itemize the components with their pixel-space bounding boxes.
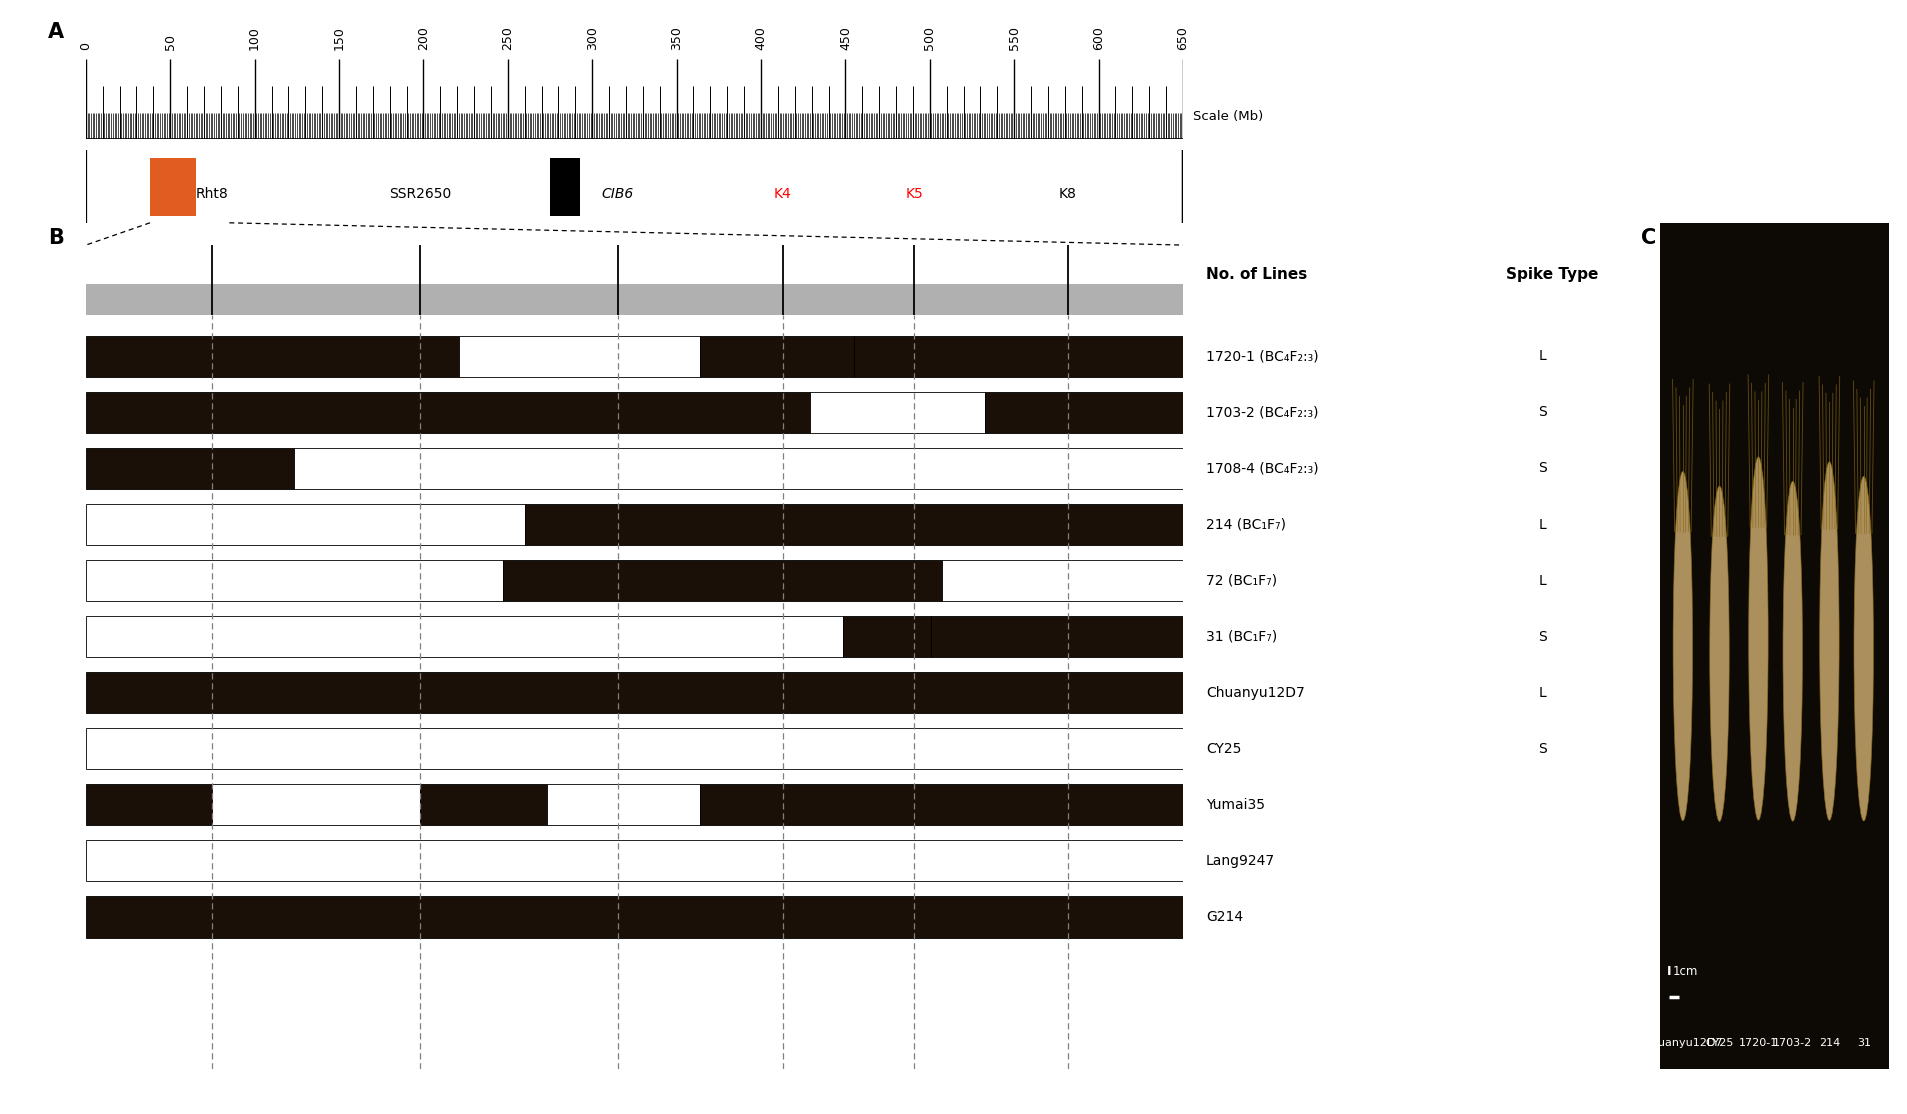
Ellipse shape	[1672, 471, 1692, 821]
Text: S: S	[1537, 461, 1547, 476]
Text: 0: 0	[80, 42, 92, 50]
Bar	[942, 560, 1182, 602]
Bar	[86, 392, 810, 433]
Text: Chuanyu12D7: Chuanyu12D7	[1205, 686, 1304, 700]
Text: A: A	[48, 22, 63, 42]
Bar	[86, 672, 1182, 713]
Text: 450: 450	[839, 27, 851, 50]
Text: L: L	[1537, 350, 1545, 363]
Bar	[549, 157, 580, 215]
FancyBboxPatch shape	[86, 13, 1182, 360]
Text: 500: 500	[923, 26, 936, 50]
Text: CY25: CY25	[1205, 742, 1241, 755]
Bar	[843, 616, 931, 657]
Text: 72 (BC₁F₇): 72 (BC₁F₇)	[1205, 574, 1276, 587]
Bar	[86, 335, 460, 377]
Bar	[854, 335, 1182, 377]
Bar	[86, 504, 524, 545]
Bar	[984, 392, 1182, 433]
Text: Yumai35: Yumai35	[1205, 798, 1264, 812]
Text: 50: 50	[164, 35, 177, 50]
Ellipse shape	[1854, 477, 1873, 821]
Text: 214: 214	[1817, 1038, 1838, 1048]
Bar	[294, 448, 1182, 489]
Bar	[151, 157, 196, 215]
Bar	[86, 784, 212, 825]
Text: 1703-2: 1703-2	[1772, 1038, 1812, 1048]
Text: C: C	[1640, 228, 1655, 248]
Ellipse shape	[1709, 486, 1728, 821]
Text: 600: 600	[1091, 27, 1104, 50]
Text: No. of Lines: No. of Lines	[1205, 267, 1306, 282]
Text: 214 (BC₁F₇): 214 (BC₁F₇)	[1205, 518, 1285, 531]
Text: S: S	[1537, 405, 1547, 420]
Text: SSR2650: SSR2650	[389, 187, 452, 202]
Text: 550: 550	[1007, 26, 1020, 50]
Text: 1703-2 (BC₄F₂:₃): 1703-2 (BC₄F₂:₃)	[1205, 405, 1318, 420]
Bar	[700, 784, 1182, 825]
Text: B: B	[48, 228, 63, 248]
Text: 31: 31	[1856, 1038, 1869, 1048]
Bar	[86, 897, 1182, 938]
Ellipse shape	[1781, 481, 1802, 821]
Bar	[502, 560, 942, 602]
Bar	[460, 335, 700, 377]
Text: 31 (BC₁F₇): 31 (BC₁F₇)	[1205, 629, 1276, 644]
Text: 250: 250	[502, 27, 515, 50]
Text: 100: 100	[248, 27, 261, 50]
Text: K5: K5	[904, 187, 923, 202]
Ellipse shape	[1819, 462, 1838, 820]
Bar	[86, 616, 843, 657]
Text: Chuanyu12D7: Chuanyu12D7	[1642, 1038, 1722, 1048]
Text: Scale (Mb): Scale (Mb)	[1192, 110, 1262, 124]
Text: 300: 300	[585, 27, 599, 50]
Bar	[86, 284, 1182, 315]
Text: 1720-1: 1720-1	[1737, 1038, 1777, 1048]
Text: Spike Type: Spike Type	[1505, 267, 1598, 282]
Bar	[545, 784, 700, 825]
Text: CY25: CY25	[1705, 1038, 1733, 1048]
Text: G214: G214	[1205, 910, 1243, 924]
Text: 350: 350	[669, 27, 683, 50]
Text: 150: 150	[332, 27, 345, 50]
Text: 1708-4 (BC₄F₂:₃): 1708-4 (BC₄F₂:₃)	[1205, 461, 1318, 476]
Bar	[86, 729, 1182, 770]
Bar	[524, 504, 1182, 545]
Text: K4: K4	[772, 187, 791, 202]
Text: Lang9247: Lang9247	[1205, 853, 1274, 868]
Bar	[931, 616, 1182, 657]
Bar	[86, 560, 502, 602]
Text: I: I	[1667, 965, 1671, 978]
Text: L: L	[1537, 686, 1545, 700]
Bar	[212, 784, 420, 825]
Text: S: S	[1537, 742, 1547, 755]
Bar	[700, 335, 854, 377]
Bar	[810, 392, 984, 433]
Bar	[86, 840, 1182, 881]
Text: 650: 650	[1177, 27, 1188, 50]
Text: K8: K8	[1058, 187, 1076, 202]
Text: S: S	[1537, 629, 1547, 644]
Text: 400: 400	[753, 27, 767, 50]
Text: L: L	[1537, 518, 1545, 531]
Bar	[86, 448, 294, 489]
Text: CIB6: CIB6	[601, 187, 633, 202]
Bar	[420, 784, 545, 825]
Text: 1cm: 1cm	[1672, 965, 1697, 978]
Text: 200: 200	[418, 27, 429, 50]
Text: L: L	[1537, 574, 1545, 587]
Text: Rht8: Rht8	[196, 187, 229, 202]
Ellipse shape	[1747, 457, 1768, 820]
Text: 1720-1 (BC₄F₂:₃): 1720-1 (BC₄F₂:₃)	[1205, 350, 1318, 363]
